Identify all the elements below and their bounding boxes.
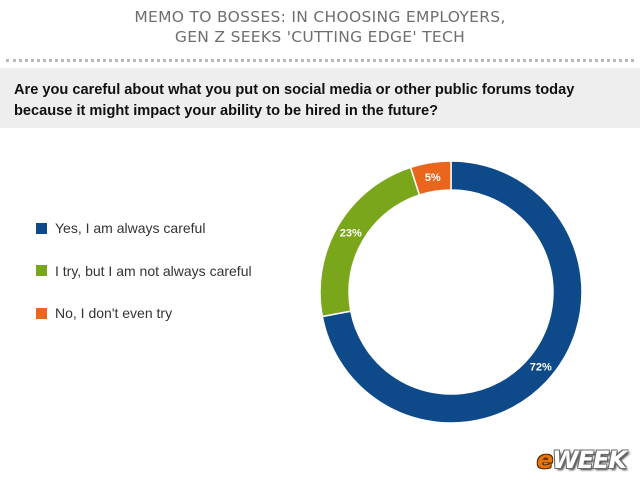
donut-slice-labels: 72% 23% 5%: [340, 172, 552, 373]
legend-item-no: No, I don't even try: [36, 303, 296, 323]
legend-swatch-no: [36, 307, 47, 319]
donut-slice-try: [319, 166, 421, 318]
legend-label-yes: Yes, I am always careful: [55, 220, 206, 236]
donut-slice-no: [409, 160, 452, 196]
eweek-logo-week: WEEK: [552, 446, 627, 474]
legend-swatch-yes: [36, 222, 47, 234]
header-title-line-1: MEMO TO BOSSES: IN CHOOSING EMPLOYERS,: [134, 8, 506, 26]
legend-swatch-try: [36, 265, 47, 276]
legend-label-no: No, I don't even try: [55, 305, 173, 321]
legend-item-yes: Yes, I am always careful: [36, 218, 296, 238]
eweek-logo: eWEEK: [536, 446, 627, 474]
donut-slice-yes: [321, 160, 583, 424]
question-banner: Are you careful about what you put on so…: [0, 68, 640, 128]
dotted-divider: [6, 59, 634, 62]
question-line-1: Are you careful about what you put on so…: [14, 82, 575, 98]
donut-label-yes: 72%: [530, 361, 552, 373]
legend-item-try: I try, but I am not always careful: [36, 261, 296, 281]
eweek-logo-e: e: [536, 446, 553, 474]
donut-label-try: 23%: [340, 228, 362, 240]
header: MEMO TO BOSSES: IN CHOOSING EMPLOYERS, G…: [0, 0, 640, 55]
question-line-2: because it might impact your ability to …: [14, 103, 439, 119]
legend-label-try: I try, but I am not always careful: [55, 262, 252, 279]
header-title-line-2: GEN Z SEEKS 'CUTTING EDGE' TECH: [174, 28, 466, 46]
donut-label-no: 5%: [425, 172, 441, 184]
donut-slices: [319, 160, 583, 424]
chart-legend: Yes, I am always careful I try, but I am…: [36, 218, 296, 346]
